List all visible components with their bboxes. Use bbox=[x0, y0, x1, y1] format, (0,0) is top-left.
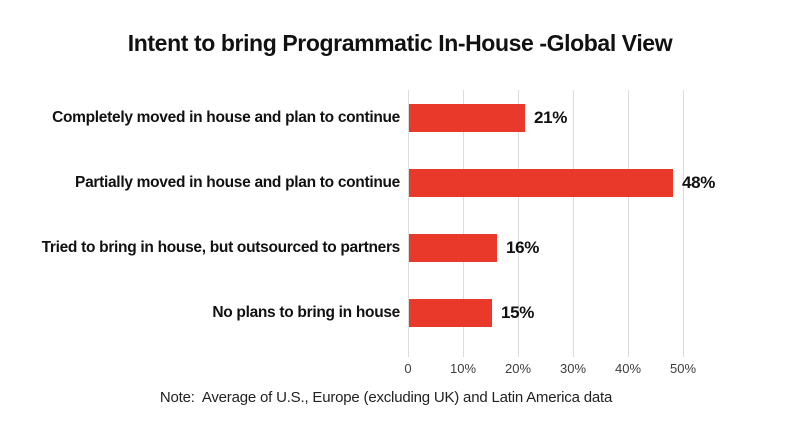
gridline bbox=[628, 90, 629, 357]
chart-note: Note: Average of U.S., Europe (excluding… bbox=[159, 389, 613, 406]
category-label: Tried to bring in house, but outsourced … bbox=[41, 239, 401, 256]
x-axis-tick: 0 bbox=[404, 361, 412, 376]
category-label: Completely moved in house and plan to co… bbox=[52, 109, 400, 126]
x-axis-tick: 20% bbox=[504, 361, 532, 376]
gridline bbox=[408, 90, 409, 357]
bar bbox=[409, 104, 525, 132]
category-label: No plans to bring in house bbox=[212, 304, 400, 321]
gridline bbox=[518, 90, 519, 357]
gridline bbox=[683, 90, 684, 357]
bar bbox=[409, 234, 497, 262]
x-axis-tick: 10% bbox=[449, 361, 477, 376]
gridline bbox=[573, 90, 574, 357]
x-axis-tick: 50% bbox=[669, 361, 697, 376]
value-label: 15% bbox=[501, 303, 535, 322]
plot-area: 21% 48% 16% 15% bbox=[408, 90, 715, 357]
x-axis-tick: 30% bbox=[559, 361, 587, 376]
bar bbox=[409, 169, 673, 197]
x-axis: 0 10% 20% 30% 40% 50% bbox=[404, 361, 696, 379]
chart-title: Intent to bring Programmatic In-House -G… bbox=[127, 30, 673, 56]
gridline bbox=[463, 90, 464, 357]
value-label: 21% bbox=[534, 108, 568, 127]
x-axis-tick: 40% bbox=[614, 361, 642, 376]
category-label: Partially moved in house and plan to con… bbox=[75, 174, 400, 191]
bar bbox=[409, 299, 492, 327]
value-label: 48% bbox=[682, 173, 716, 192]
value-label: 16% bbox=[506, 238, 540, 257]
